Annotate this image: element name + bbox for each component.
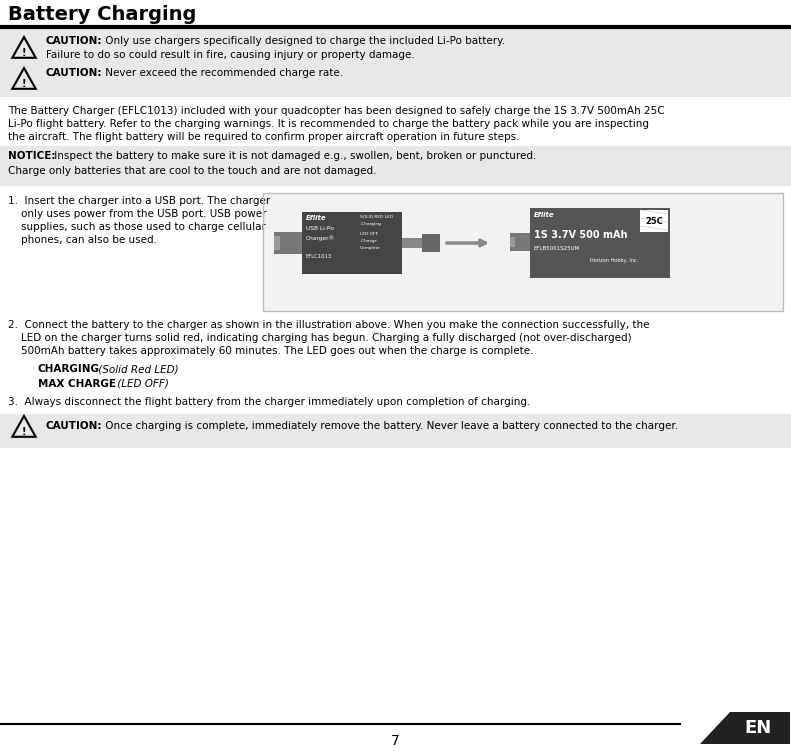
Text: LED OFF: LED OFF [360, 232, 378, 236]
Bar [263, 193, 783, 311]
Text: –Charge: –Charge [360, 239, 378, 243]
Text: only uses power from the USB port. USB power: only uses power from the USB port. USB p… [8, 209, 267, 219]
Bar [302, 212, 402, 274]
Bar [640, 210, 668, 232]
Bar [510, 237, 515, 247]
Text: CHARGING: CHARGING [38, 364, 100, 374]
Text: Battery Charging: Battery Charging [8, 5, 196, 24]
Bar [263, 193, 783, 311]
Text: Inspect the battery to make sure it is not damaged e.g., swollen, bent, broken o: Inspect the battery to make sure it is n… [51, 151, 536, 161]
Text: 3.  Always disconnect the flight battery from the charger immediately upon compl: 3. Always disconnect the flight battery … [8, 397, 531, 407]
Text: Horizon Hobby, Inc.: Horizon Hobby, Inc. [590, 258, 638, 263]
Text: CAUTION:: CAUTION: [46, 36, 103, 46]
Bar [0, 414, 791, 448]
Text: CAUTION:: CAUTION: [46, 68, 103, 78]
Text: SOLID RED LED: SOLID RED LED [360, 215, 393, 219]
Bar [0, 146, 791, 186]
Text: Never exceed the recommended charge rate.: Never exceed the recommended charge rate… [102, 68, 343, 78]
Text: –Charging: –Charging [360, 222, 382, 226]
Text: (Solid Red LED): (Solid Red LED) [95, 364, 179, 374]
Text: Li-Po flight battery. Refer to the charging warnings. It is recommended to charg: Li-Po flight battery. Refer to the charg… [8, 119, 649, 129]
Text: NOTICE:: NOTICE: [8, 151, 55, 161]
Text: Failure to do so could result in fire, causing injury or property damage.: Failure to do so could result in fire, c… [46, 50, 414, 60]
Text: EFLC1013: EFLC1013 [306, 254, 332, 259]
Text: Complete: Complete [360, 246, 381, 250]
Text: supplies, such as those used to charge cellular: supplies, such as those used to charge c… [8, 222, 266, 232]
Text: USB Li-Po: USB Li-Po [306, 226, 334, 231]
Text: the aircraft. The flight battery will be required to confirm proper aircraft ope: the aircraft. The flight battery will be… [8, 132, 520, 142]
Bar [0, 29, 791, 97]
Text: EN: EN [744, 719, 772, 737]
Text: MAX CHARGE: MAX CHARGE [38, 379, 116, 389]
Text: LED on the charger turns solid red, indicating charging has begun. Charging a fu: LED on the charger turns solid red, indi… [8, 333, 632, 343]
Text: Once charging is complete, immediately remove the battery. Never leave a battery: Once charging is complete, immediately r… [102, 421, 678, 431]
Text: !: ! [21, 80, 26, 89]
Text: Eflite: Eflite [534, 212, 554, 218]
Text: phones, can also be used.: phones, can also be used. [8, 235, 157, 245]
Text: EFLB5001S25UM: EFLB5001S25UM [534, 246, 581, 251]
Text: 500mAh battery takes approximately 60 minutes. The LED goes out when the charge : 500mAh battery takes approximately 60 mi… [8, 346, 533, 356]
Text: 25C: 25C [645, 216, 663, 225]
Text: 7: 7 [391, 734, 399, 748]
Text: 1S 3.7V 500 mAh: 1S 3.7V 500 mAh [534, 230, 627, 240]
Bar [530, 208, 670, 278]
Text: !: ! [21, 48, 26, 59]
Bar [274, 236, 280, 250]
Text: 2.  Connect the battery to the charger as shown in the illustration above. When : 2. Connect the battery to the charger as… [8, 320, 649, 330]
Text: Charger®: Charger® [306, 235, 335, 240]
Text: Only use chargers specifically designed to charge the included Li-Po battery.: Only use chargers specifically designed … [102, 36, 505, 46]
Text: (LED OFF): (LED OFF) [114, 379, 168, 389]
Text: CAUTION:: CAUTION: [46, 421, 103, 431]
Text: The Battery Charger (EFLC1013) included with your quadcopter has been designed t: The Battery Charger (EFLC1013) included … [8, 106, 664, 116]
Text: Charge only batteries that are cool to the touch and are not damaged.: Charge only batteries that are cool to t… [8, 166, 377, 176]
Text: 1.  Insert the charger into a USB port. The charger: 1. Insert the charger into a USB port. T… [8, 196, 271, 206]
Text: !: ! [21, 427, 26, 437]
Polygon shape [700, 712, 730, 744]
Bar [402, 238, 422, 248]
Bar [274, 232, 302, 254]
Bar [510, 233, 530, 251]
Bar [700, 712, 790, 744]
Text: Eflite: Eflite [306, 215, 327, 221]
Bar [422, 234, 440, 252]
